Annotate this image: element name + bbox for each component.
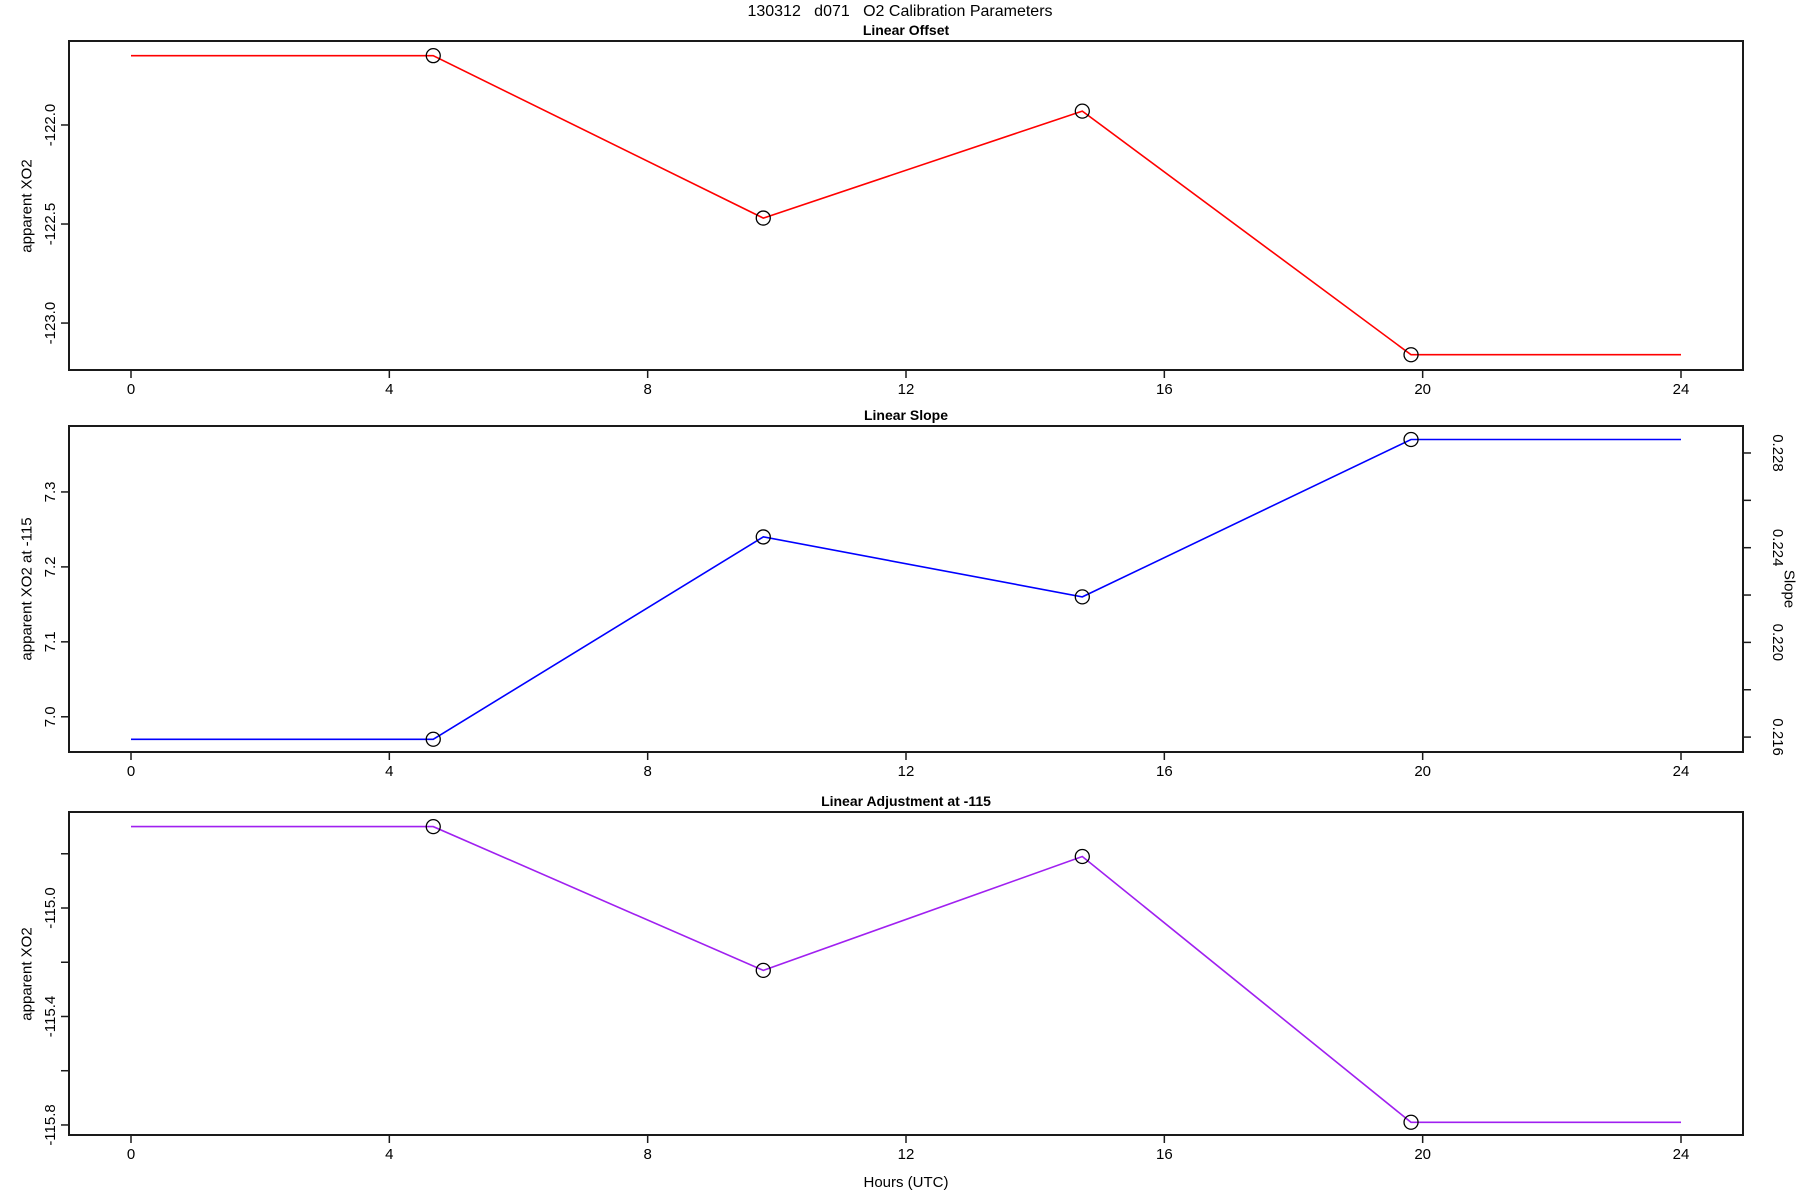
x-tick-label: 0 (127, 381, 135, 398)
x-tick-label: 8 (643, 1146, 651, 1163)
x-tick-label: 0 (127, 763, 135, 780)
x-tick-label: 16 (1156, 381, 1173, 398)
x-tick-label: 4 (385, 1146, 393, 1163)
data-point (755, 210, 771, 226)
x-tick-label: 8 (643, 763, 651, 780)
data-point (425, 731, 441, 747)
x-tick-label: 0 (127, 1146, 135, 1163)
data-point (1403, 347, 1419, 363)
page-title: 130312 d071 O2 Calibration Parameters (747, 3, 1053, 20)
data-point (1074, 103, 1090, 119)
series-line (131, 438, 1681, 741)
right-y-tick-label: 0.220 (1769, 624, 1786, 662)
panel-title-linear-offset: Linear Offset (862, 22, 950, 38)
panel-border (68, 425, 1744, 753)
y-tick-label: 7.2 (42, 556, 59, 577)
right-y-tick-label: 0.224 (1769, 529, 1786, 567)
y-tick-label: -123.0 (42, 302, 59, 345)
data-point (755, 962, 771, 979)
panel-title-linear-adjustment: Linear Adjustment at -115 (821, 793, 991, 809)
x-tick-label: 4 (385, 381, 393, 398)
y-tick-label: 7.3 (42, 482, 59, 503)
data-point (1403, 1114, 1419, 1130)
x-tick-label: 8 (643, 381, 651, 398)
y-tick-label: 7.0 (42, 706, 59, 727)
data-point (755, 529, 771, 545)
data-point (425, 818, 441, 835)
x-tick-label: 16 (1156, 763, 1173, 780)
right-y-tick-label: 0.216 (1769, 718, 1786, 756)
y-tick-label: -122.5 (42, 203, 59, 246)
right-y-tick-label: 0.228 (1769, 434, 1786, 472)
series-line (131, 54, 1681, 356)
x-tick-label: 12 (898, 763, 915, 780)
x-tick-label: 20 (1414, 381, 1431, 398)
x-tick-label: 24 (1673, 1146, 1690, 1163)
y-tick-label: 7.1 (42, 631, 59, 652)
y-tick-label: -115.4 (42, 996, 59, 1037)
data-point (1074, 848, 1090, 865)
x-tick-label: 24 (1673, 763, 1690, 780)
x-tick-label: 12 (898, 1146, 915, 1163)
panel-title-linear-slope: Linear Slope (863, 407, 949, 423)
y-tick-label: -115.0 (42, 887, 59, 928)
x-tick-label: 20 (1414, 1146, 1431, 1163)
x-tick-label: 4 (385, 763, 393, 780)
data-point (425, 48, 441, 64)
x-tick-label: 24 (1673, 381, 1690, 398)
data-point (1403, 431, 1419, 448)
y-tick-label: -122.0 (42, 104, 59, 147)
series-line (131, 825, 1681, 1124)
panel-border (68, 40, 1744, 371)
x-tick-label: 16 (1156, 1146, 1173, 1163)
x-axis-label: Hours (UTC) (863, 1174, 949, 1191)
x-tick-label: 20 (1414, 763, 1431, 780)
panel-border (68, 811, 1744, 1136)
data-point (1074, 589, 1090, 605)
y-tick-label: -115.8 (42, 1104, 59, 1145)
x-tick-label: 12 (898, 381, 915, 398)
